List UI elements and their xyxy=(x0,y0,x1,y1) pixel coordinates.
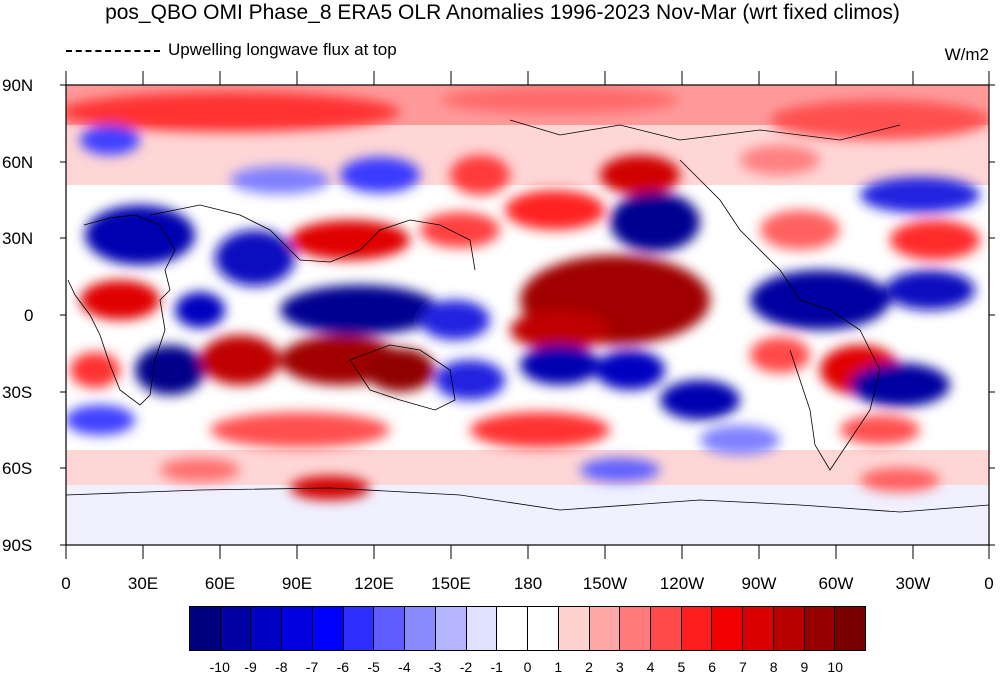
olr-anomaly-map xyxy=(60,71,995,559)
colorbar-swatch xyxy=(190,607,221,650)
colorbar-tick-label: -4 xyxy=(398,659,411,675)
colorbar-tick-label: 8 xyxy=(769,659,778,675)
colorbar-tick-label: -8 xyxy=(275,659,288,675)
axis-ticks xyxy=(60,71,995,559)
lon-label: 120E xyxy=(354,574,394,593)
plot-title: pos_QBO OMI Phase_8 ERA5 OLR Anomalies 1… xyxy=(105,1,900,24)
plot-subtitle: Upwelling longwave flux at top xyxy=(66,40,397,60)
colorbar-swatch xyxy=(835,607,866,650)
colorbar-swatch xyxy=(497,607,529,650)
lat-label: 30S xyxy=(2,383,33,402)
colorbar-tick-label: 2 xyxy=(585,659,593,675)
lon-label: 30E xyxy=(127,574,159,593)
colorbar-swatch xyxy=(589,607,621,650)
colorbar-swatch xyxy=(712,607,744,650)
colorbar-swatch xyxy=(312,607,344,650)
colorbar-swatch xyxy=(251,607,283,650)
colorbar-tick-label: -6 xyxy=(336,659,350,675)
lon-label: 30W xyxy=(895,574,931,593)
colorbar-swatch xyxy=(374,607,406,650)
units-label: W/m2 xyxy=(944,45,989,64)
coastlines xyxy=(66,119,989,513)
colorbar-tick-label: 0 xyxy=(523,659,532,675)
lon-label: 150E xyxy=(431,574,471,593)
lon-label: 180 xyxy=(513,574,543,593)
colorbar-swatch xyxy=(528,607,559,650)
lon-label: 120W xyxy=(659,574,705,593)
lon-label: 0 xyxy=(61,574,71,593)
colorbar-swatch xyxy=(743,607,774,650)
anomaly-field xyxy=(66,85,989,545)
lon-label: 0 xyxy=(984,574,994,593)
colorbar-tick-label: -5 xyxy=(367,659,380,675)
colorbar-tick-label: -1 xyxy=(490,659,503,675)
colorbar xyxy=(189,606,866,651)
colorbar-swatch xyxy=(466,607,498,650)
lat-label: 60S xyxy=(2,459,33,478)
colorbar-swatch xyxy=(558,607,590,650)
colorbar-swatch xyxy=(343,607,375,650)
colorbar-swatch xyxy=(804,607,836,650)
colorbar-tick-label: -10 xyxy=(209,659,230,675)
colorbar-tick-label: 7 xyxy=(739,659,747,675)
lon-label: 60E xyxy=(204,574,236,593)
lat-label: 60N xyxy=(2,153,34,172)
colorbar-tick-label: -3 xyxy=(428,659,442,675)
lat-label: 90S xyxy=(2,536,33,555)
colorbar-tick-label: 6 xyxy=(708,659,717,675)
colorbar-tick-label: 5 xyxy=(677,659,686,675)
colorbar-swatch xyxy=(620,607,652,650)
colorbar-tick-label: 3 xyxy=(615,659,624,675)
colorbar-swatch xyxy=(405,607,436,650)
colorbar-tick-label: -7 xyxy=(305,659,319,675)
lon-label: 60W xyxy=(818,574,854,593)
lat-label: 90N xyxy=(2,76,34,95)
colorbar-swatch xyxy=(220,607,252,650)
lon-label: 90E xyxy=(281,574,313,593)
dashed-line-legend xyxy=(66,49,160,52)
colorbar-swatch xyxy=(282,607,313,650)
colorbar-tick-label: 9 xyxy=(800,659,809,675)
colorbar-swatch xyxy=(773,607,805,650)
colorbar-tick-label: 4 xyxy=(646,659,655,675)
lon-label: 90W xyxy=(741,574,777,593)
lon-label: 150W xyxy=(582,574,628,593)
colorbar-tick-label: -9 xyxy=(244,659,257,675)
colorbar-swatch xyxy=(651,607,682,650)
subtitle-text: Upwelling longwave flux at top xyxy=(168,40,397,59)
lat-label: 0 xyxy=(24,306,34,325)
colorbar-swatch xyxy=(435,607,467,650)
lat-label: 30N xyxy=(2,229,34,248)
colorbar-tick-label: 10 xyxy=(827,659,843,675)
colorbar-swatch xyxy=(681,607,713,650)
colorbar-tick-label: -2 xyxy=(459,659,473,675)
colorbar-tick-label: 1 xyxy=(554,659,563,675)
